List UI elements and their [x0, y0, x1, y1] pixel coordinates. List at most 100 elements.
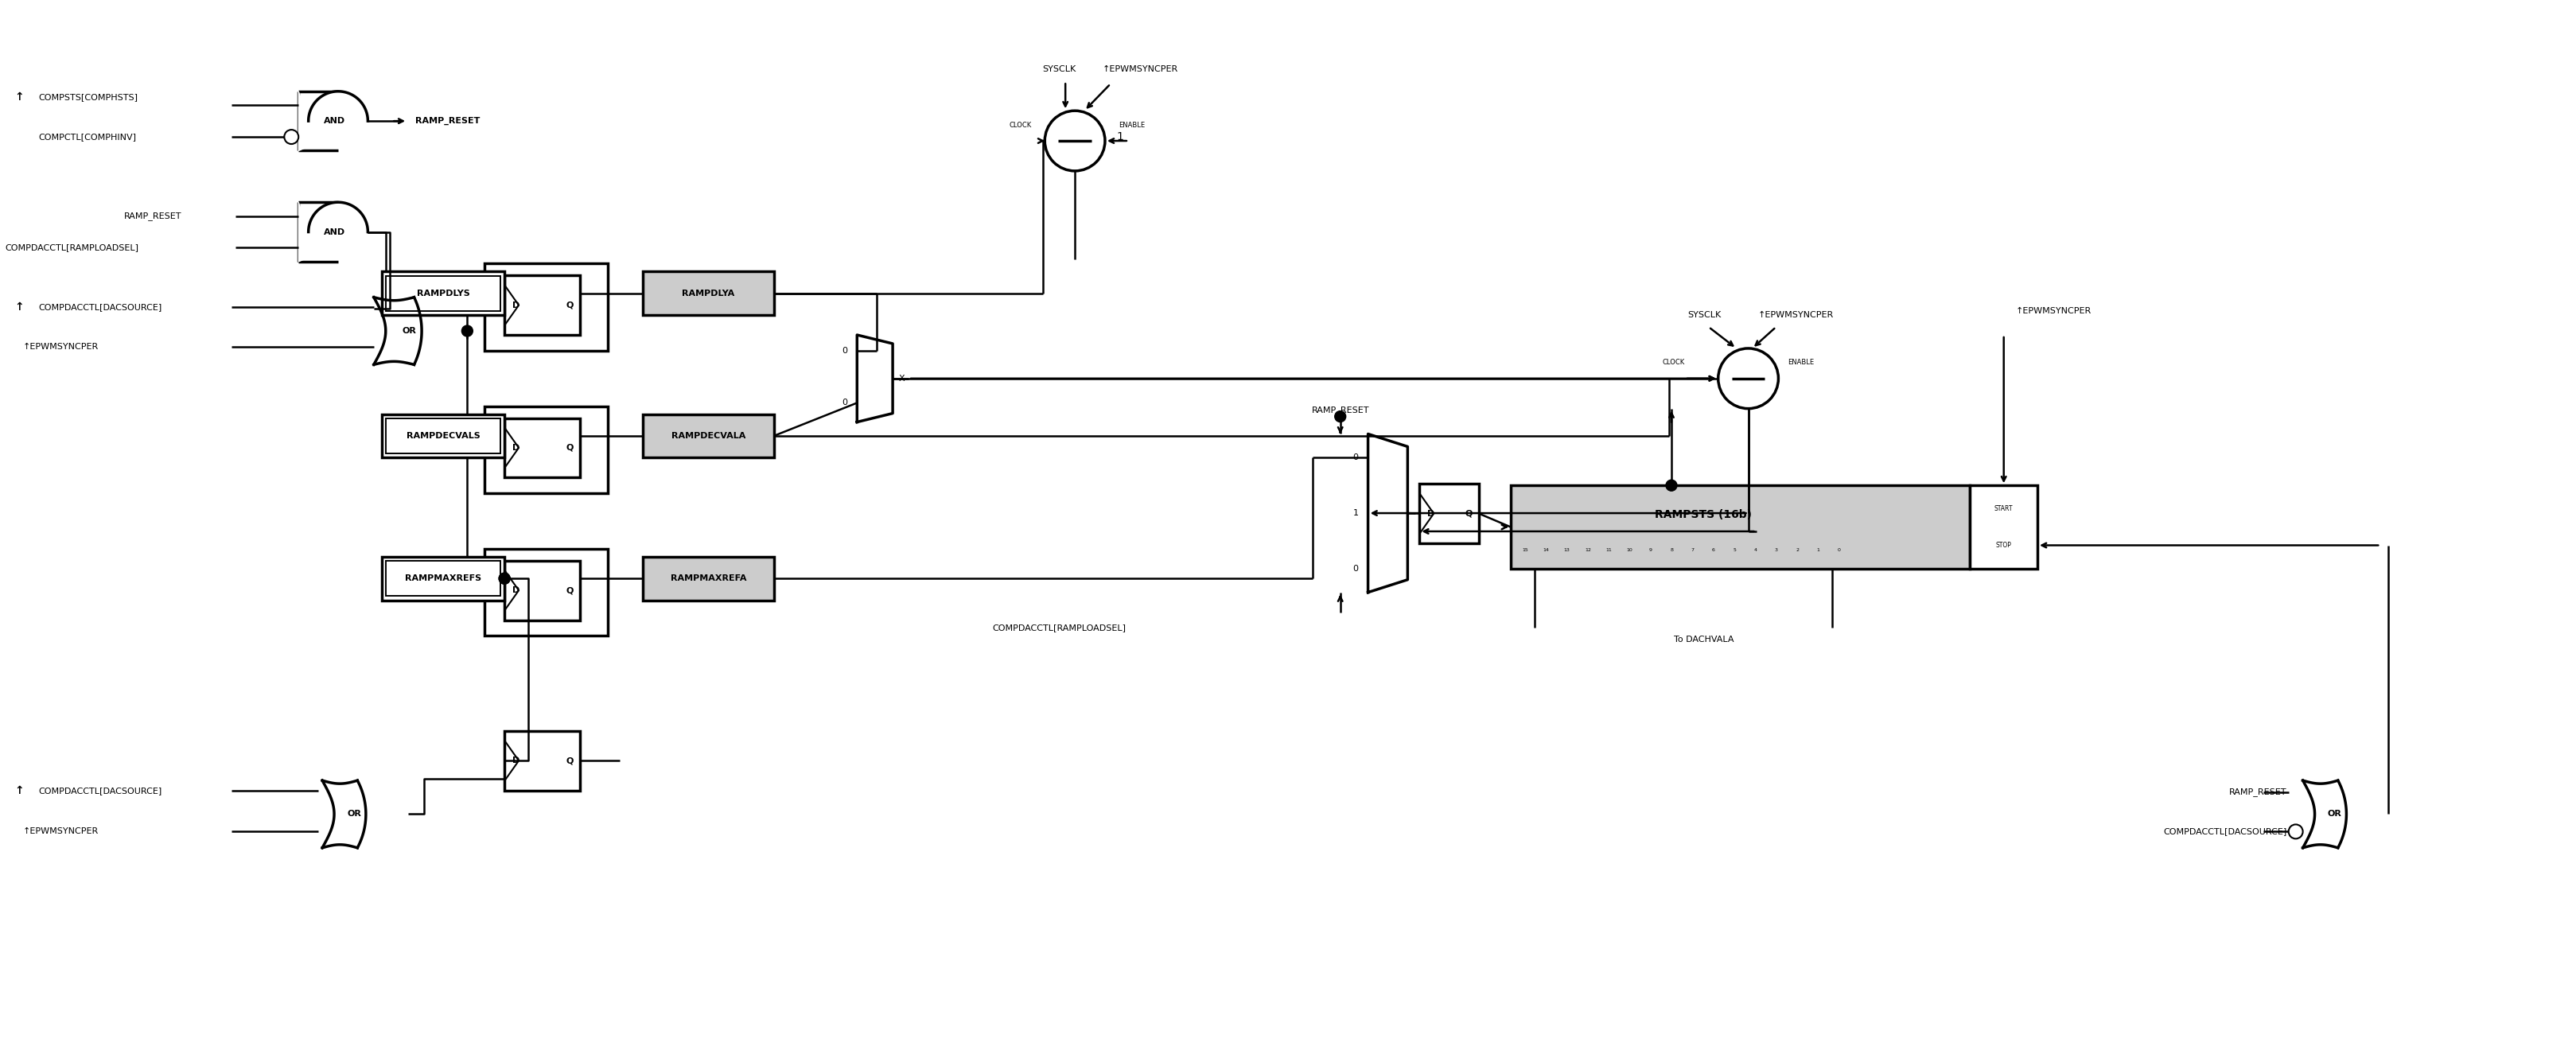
- Text: 0: 0: [1352, 565, 1358, 572]
- Text: RAMPDECVALS: RAMPDECVALS: [407, 432, 479, 440]
- Text: Q: Q: [567, 757, 574, 764]
- Bar: [381, 557, 505, 601]
- Bar: [644, 414, 773, 457]
- Text: ↑EPWMSYNCPER: ↑EPWMSYNCPER: [2014, 307, 2092, 315]
- Text: COMPDACCTL[RAMPLOADSEL]: COMPDACCTL[RAMPLOADSEL]: [5, 243, 139, 252]
- Circle shape: [1718, 349, 1777, 409]
- Circle shape: [461, 326, 474, 336]
- Text: D: D: [513, 444, 520, 452]
- Bar: [386, 276, 500, 311]
- Text: 6: 6: [1713, 548, 1716, 552]
- Text: RAMPDLYA: RAMPDLYA: [683, 290, 734, 297]
- Circle shape: [1334, 411, 1345, 422]
- Text: D: D: [513, 586, 520, 594]
- Bar: [484, 549, 608, 636]
- Bar: [484, 264, 608, 351]
- Text: 8: 8: [1669, 548, 1674, 552]
- Circle shape: [500, 573, 510, 584]
- Text: 0: 0: [1837, 548, 1842, 552]
- Bar: [381, 272, 505, 315]
- Text: RAMP_RESET: RAMP_RESET: [1311, 406, 1368, 414]
- Text: SYSCLK: SYSCLK: [1687, 311, 1721, 319]
- Text: RAMPDLYS: RAMPDLYS: [417, 290, 469, 297]
- Bar: [1510, 486, 1971, 568]
- Text: D: D: [513, 757, 520, 764]
- Bar: [1971, 486, 2038, 568]
- Text: ENABLE: ENABLE: [1788, 359, 1814, 366]
- Circle shape: [500, 573, 510, 584]
- Text: 11: 11: [1605, 548, 1613, 552]
- Polygon shape: [322, 780, 366, 847]
- Circle shape: [1046, 111, 1105, 171]
- Text: 2: 2: [1795, 548, 1798, 552]
- Text: RAMP_RESET: RAMP_RESET: [124, 212, 183, 220]
- Bar: [644, 557, 773, 601]
- Text: 0: 0: [842, 347, 848, 354]
- Bar: [386, 561, 500, 596]
- Text: 7: 7: [1690, 548, 1695, 552]
- Text: 3: 3: [1775, 548, 1777, 552]
- Text: ↑: ↑: [15, 785, 23, 796]
- Bar: [505, 275, 580, 335]
- Text: AND: AND: [325, 228, 345, 236]
- Text: Q: Q: [1466, 509, 1473, 518]
- Text: Q: Q: [567, 586, 574, 594]
- Text: Q: Q: [567, 301, 574, 309]
- Text: ↑: ↑: [15, 301, 23, 313]
- Circle shape: [283, 130, 299, 144]
- Polygon shape: [374, 297, 422, 365]
- Bar: [484, 406, 608, 493]
- Text: ↑EPWMSYNCPER: ↑EPWMSYNCPER: [1757, 311, 1834, 319]
- Text: 14: 14: [1543, 548, 1548, 552]
- Text: CLOCK: CLOCK: [1010, 121, 1030, 129]
- Text: RAMPDECVALA: RAMPDECVALA: [672, 432, 744, 440]
- Text: 5: 5: [1734, 548, 1736, 552]
- Text: 13: 13: [1564, 548, 1569, 552]
- Text: Q: Q: [567, 444, 574, 452]
- Text: 15: 15: [1522, 548, 1528, 552]
- Polygon shape: [1368, 434, 1406, 592]
- Text: 0: 0: [1352, 453, 1358, 462]
- Text: 4: 4: [1754, 548, 1757, 552]
- Polygon shape: [858, 335, 894, 422]
- Text: 1: 1: [1352, 509, 1358, 518]
- Text: 0: 0: [842, 398, 848, 407]
- Text: ↑EPWMSYNCPER: ↑EPWMSYNCPER: [23, 827, 98, 836]
- Text: COMPSTS[COMPHSTS]: COMPSTS[COMPHSTS]: [39, 94, 139, 101]
- Text: COMPDACCTL[DACSOURCE]: COMPDACCTL[DACSOURCE]: [2164, 827, 2287, 836]
- Text: COMPDACCTL[DACSOURCE]: COMPDACCTL[DACSOURCE]: [39, 786, 162, 795]
- Bar: [505, 731, 580, 790]
- Bar: [505, 418, 580, 477]
- Text: CLOCK: CLOCK: [1662, 359, 1685, 366]
- Text: RAMP_RESET: RAMP_RESET: [2228, 787, 2287, 797]
- Text: D: D: [1427, 509, 1435, 518]
- Text: 12: 12: [1584, 548, 1592, 552]
- Text: SYSCLK: SYSCLK: [1043, 65, 1077, 74]
- Text: COMPDACCTL[RAMPLOADSEL]: COMPDACCTL[RAMPLOADSEL]: [992, 624, 1126, 632]
- Circle shape: [2287, 824, 2303, 839]
- Text: X: X: [899, 374, 904, 383]
- Text: ENABLE: ENABLE: [1118, 121, 1144, 129]
- Bar: [644, 272, 773, 315]
- Text: OR: OR: [402, 327, 417, 335]
- Circle shape: [1667, 480, 1677, 491]
- Bar: [1419, 484, 1479, 543]
- Text: AND: AND: [325, 117, 345, 125]
- Text: D: D: [513, 301, 520, 309]
- Text: 1: 1: [1816, 548, 1819, 552]
- Text: OR: OR: [2326, 811, 2342, 818]
- Bar: [381, 414, 505, 457]
- Text: 10: 10: [1625, 548, 1633, 552]
- Text: COMPDACCTL[DACSOURCE]: COMPDACCTL[DACSOURCE]: [39, 304, 162, 311]
- Bar: [505, 561, 580, 620]
- Text: ↑: ↑: [15, 92, 23, 103]
- Bar: [386, 418, 500, 453]
- Text: RAMP_RESET: RAMP_RESET: [415, 117, 479, 125]
- Text: RAMPMAXREFS: RAMPMAXREFS: [404, 574, 482, 583]
- Text: To DACHVALA: To DACHVALA: [1674, 636, 1734, 644]
- Text: ↑EPWMSYNCPER: ↑EPWMSYNCPER: [1103, 65, 1177, 74]
- Text: START: START: [1994, 505, 2012, 512]
- Text: ↑EPWMSYNCPER: ↑EPWMSYNCPER: [23, 343, 98, 351]
- Text: RAMPSTS (16b): RAMPSTS (16b): [1654, 509, 1752, 520]
- Text: 9: 9: [1649, 548, 1651, 552]
